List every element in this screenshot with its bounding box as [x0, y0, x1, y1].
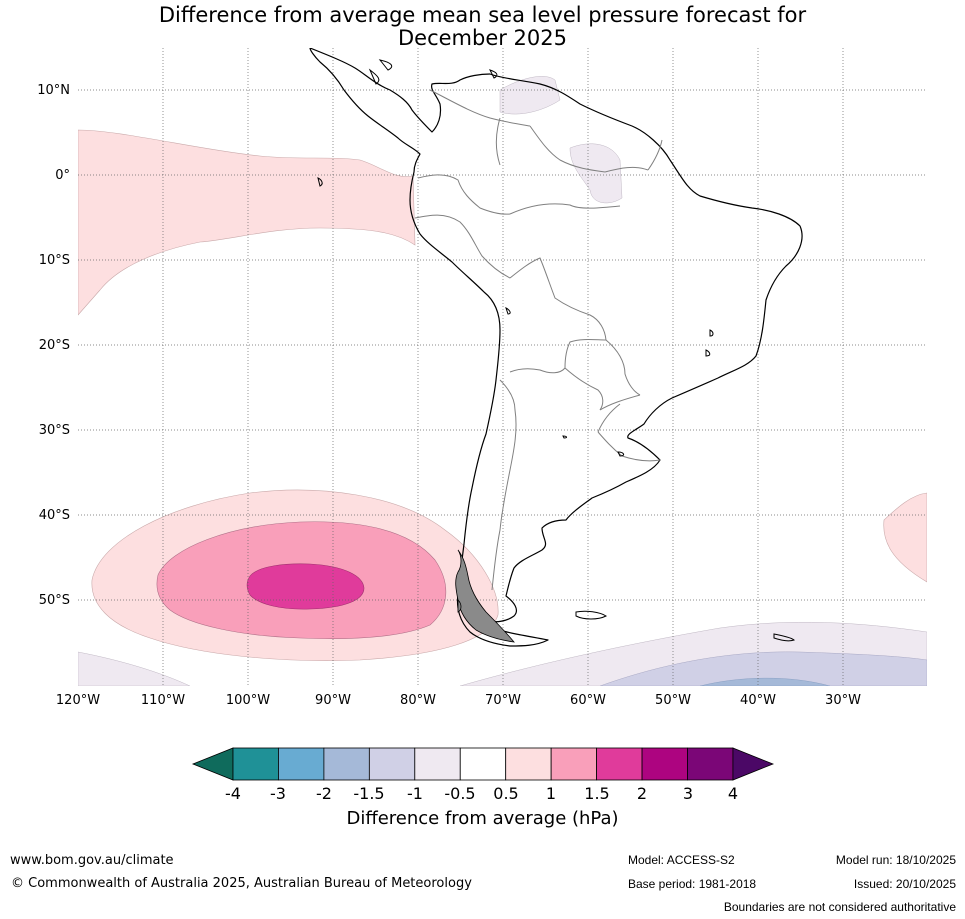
- colorbar-cell: [687, 747, 734, 781]
- colorbar-cell: [505, 747, 552, 781]
- lon-label-90w: 90°W: [315, 693, 351, 708]
- lon-label-70w: 70°W: [485, 693, 521, 708]
- colorbar-cell: [278, 747, 325, 781]
- lat-label-0: 0°: [55, 168, 70, 183]
- footer-model-run: Model run: 18/10/2025: [835, 853, 956, 867]
- colorbar-cell: [323, 747, 370, 781]
- lon-label-100w: 100°W: [225, 693, 271, 708]
- graticule: [78, 48, 927, 686]
- colorbar-cell: [550, 747, 598, 781]
- footer-website[interactable]: www.bom.gov.au/climate: [10, 853, 174, 868]
- islands: [317, 59, 795, 642]
- lon-label-40w: 40°W: [740, 693, 776, 708]
- colorbar-cell: [641, 747, 688, 781]
- lat-label-40s: 40°S: [38, 508, 70, 523]
- colorbar-tick: 4: [727, 784, 739, 803]
- anomaly-amazon-negative: [569, 143, 623, 204]
- lat-label-30s: 30°S: [38, 423, 70, 438]
- footer-issued: Issued: 20/10/2025: [853, 877, 956, 891]
- lon-label-110w: 110°W: [140, 693, 186, 708]
- colorbar-tick: 3: [682, 784, 694, 803]
- lon-label-80w: 80°W: [400, 693, 436, 708]
- anomaly-equatorial-pacific-positive: [78, 129, 416, 316]
- colorbar-label: Difference from average (hPa): [346, 808, 619, 829]
- colorbar-cell: [596, 747, 643, 781]
- map-title: Difference from average mean sea level p…: [0, 4, 965, 50]
- colorbar-tick: 2: [636, 784, 648, 803]
- colorbar-tick: 1: [545, 784, 557, 803]
- colorbar-tick: -0.5: [444, 784, 476, 803]
- colorbar-arrow-high: [732, 747, 775, 781]
- colorbar-tick: 1.5: [584, 784, 610, 803]
- anomaly-south-pacific-core: [246, 563, 365, 610]
- footer-disclaimer: Boundaries are not considered authoritat…: [723, 900, 956, 914]
- lon-label-60w: 60°W: [570, 693, 606, 708]
- lat-label-10n: 10°N: [37, 83, 70, 98]
- title-line-1: Difference from average mean sea level p…: [158, 3, 807, 27]
- lon-label-50w: 50°W: [655, 693, 691, 708]
- colorbar-tick: -3: [270, 784, 286, 803]
- title-line-2: December 2025: [397, 26, 567, 50]
- footer-model: Model: ACCESS-S2: [628, 853, 735, 867]
- colorbar-tick: -1.5: [353, 784, 385, 803]
- anomaly-south-negative-core: [699, 677, 831, 686]
- colorbar-tick: -2: [316, 784, 332, 803]
- colorbar-tick: -1: [407, 784, 423, 803]
- colorbar-cell: [414, 747, 461, 781]
- colorbar-tick: -4: [225, 784, 241, 803]
- footer-copyright: © Commonwealth of Australia 2025, Austra…: [11, 876, 472, 891]
- lat-label-50s: 50°S: [38, 593, 70, 608]
- lat-label-10s: 10°S: [38, 253, 70, 268]
- country-borders: [414, 89, 663, 591]
- lon-label-120w: 120°W: [55, 693, 101, 708]
- footer-base-period: Base period: 1981-2018: [628, 877, 757, 891]
- patagonia-archipelago: [455, 549, 515, 643]
- colorbar-arrow-low: [191, 747, 234, 781]
- lon-label-30w: 30°W: [825, 693, 861, 708]
- colorbar-tick: 0.5: [493, 784, 519, 803]
- colorbar-cell: [232, 747, 279, 781]
- colorbar-cells: [191, 747, 775, 781]
- anomaly-southwest-negative-band: [78, 651, 191, 686]
- lat-label-20s: 20°S: [38, 338, 70, 353]
- colorbar-cell: [459, 747, 507, 781]
- colorbar-cell: [368, 747, 416, 781]
- anomaly-south-negative-inner: [599, 651, 927, 686]
- colorbar: [191, 747, 775, 781]
- south-america-coastline: [309, 48, 803, 647]
- map-area: [78, 48, 927, 686]
